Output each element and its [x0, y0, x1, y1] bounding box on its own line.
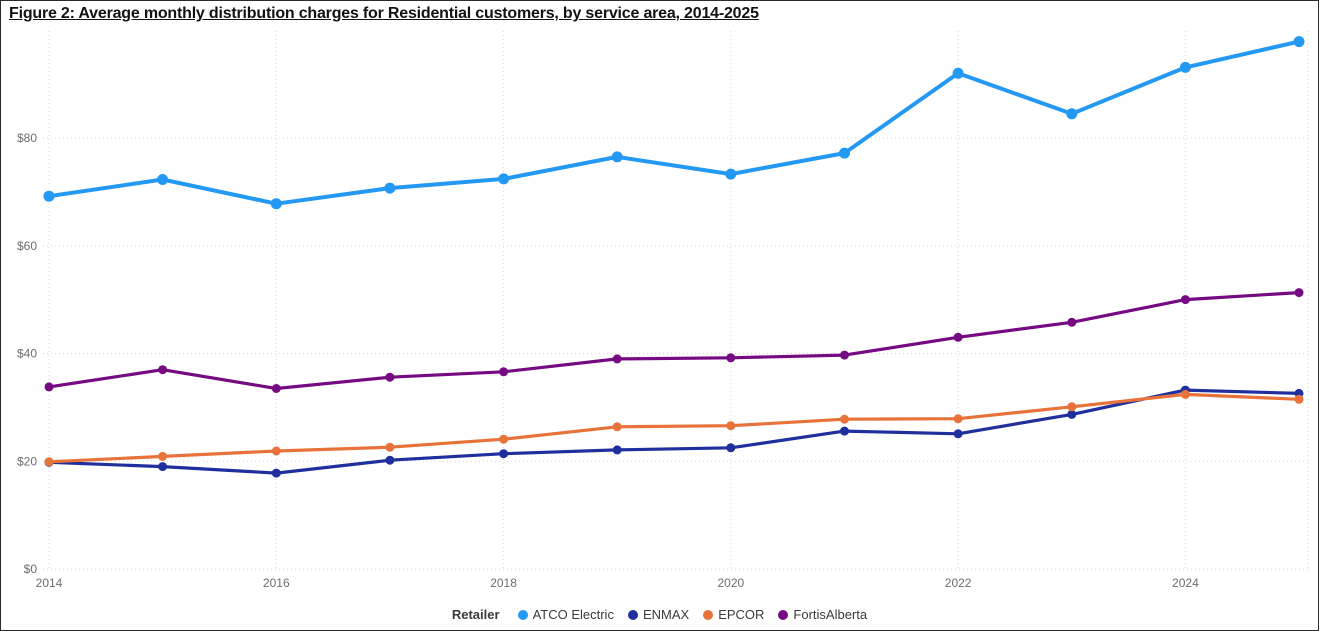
- legend-dot-icon: [517, 609, 528, 620]
- data-point-fortisalberta-2025: [1294, 288, 1304, 298]
- legend-item-atco-electric[interactable]: ATCO Electric: [517, 607, 614, 622]
- data-point-fortisalberta-2015: [158, 365, 168, 375]
- y-axis-tick-label: $60: [17, 239, 37, 253]
- data-point-enmax-2020: [726, 443, 736, 453]
- data-point-enmax-2017: [385, 455, 395, 465]
- data-point-enmax-2022: [953, 429, 963, 439]
- data-point-atco-electric-2017: [384, 182, 396, 194]
- series-line-enmax: [47, 388, 1301, 475]
- legend-item-label: ATCO Electric: [532, 607, 614, 622]
- data-point-atco-electric-2020: [725, 168, 737, 180]
- data-point-enmax-2018: [499, 449, 509, 459]
- chart-legend: Retailer ATCO Electric ENMAX EPCOR Forti…: [1, 607, 1318, 622]
- data-point-epcor-2017: [385, 442, 395, 452]
- data-point-epcor-2025: [1294, 394, 1304, 404]
- data-point-epcor-2018: [499, 434, 509, 444]
- data-point-fortisalberta-2023: [1067, 317, 1077, 327]
- data-point-fortisalberta-2014: [44, 382, 54, 392]
- x-axis-tick-label: 2018: [490, 576, 517, 590]
- data-point-atco-electric-2025: [1293, 36, 1305, 48]
- data-point-fortisalberta-2020: [726, 353, 736, 363]
- y-axis-tick-label: $20: [17, 454, 37, 468]
- x-axis-tick-label: 2014: [36, 576, 63, 590]
- figure-title: Figure 2: Average monthly distribution c…: [9, 5, 759, 22]
- data-point-epcor-2022: [953, 414, 963, 424]
- data-point-enmax-2015: [158, 462, 168, 472]
- data-point-fortisalberta-2017: [385, 372, 395, 382]
- data-point-fortisalberta-2021: [840, 350, 849, 360]
- y-axis-tick-label: $0: [24, 562, 38, 576]
- series-line-fortisalberta: [47, 291, 1301, 391]
- x-axis-tick-label: 2024: [1172, 576, 1199, 590]
- data-point-atco-electric-2021: [839, 147, 850, 159]
- data-point-epcor-2024: [1180, 389, 1190, 399]
- data-point-atco-electric-2019: [611, 151, 623, 163]
- data-point-epcor-2020: [726, 421, 736, 431]
- data-point-epcor-2023: [1067, 402, 1077, 412]
- data-point-enmax-2019: [612, 445, 622, 455]
- data-point-epcor-2016: [271, 446, 281, 456]
- legend-dot-icon: [627, 609, 638, 620]
- data-point-atco-electric-2014: [43, 190, 55, 202]
- x-axis-tick-label: 2020: [717, 576, 744, 590]
- data-point-fortisalberta-2019: [612, 354, 622, 364]
- data-point-epcor-2015: [158, 451, 168, 461]
- legend-item-label: FortisAlberta: [793, 607, 868, 622]
- data-point-enmax-2021: [840, 426, 849, 436]
- x-axis-tick-label: 2022: [945, 576, 972, 590]
- y-axis-tick-label: $40: [17, 347, 37, 361]
- data-point-epcor-2021: [840, 414, 849, 424]
- data-point-enmax-2016: [271, 468, 281, 478]
- legend-item-enmax[interactable]: ENMAX: [627, 607, 690, 622]
- legend-item-fortisalberta[interactable]: FortisAlberta: [778, 607, 867, 622]
- data-point-fortisalberta-2022: [953, 332, 963, 342]
- y-axis-tick-label: $80: [17, 131, 37, 145]
- data-point-fortisalberta-2016: [271, 384, 281, 393]
- data-point-atco-electric-2024: [1179, 61, 1191, 73]
- legend-item-label: EPCOR: [718, 607, 765, 622]
- legend-item-epcor[interactable]: EPCOR: [703, 607, 764, 622]
- data-point-atco-electric-2022: [952, 67, 964, 79]
- legend-title: Retailer: [451, 607, 500, 622]
- data-point-fortisalberta-2018: [499, 367, 509, 377]
- x-axis-tick-label: 2016: [263, 576, 290, 590]
- data-point-epcor-2014: [44, 457, 54, 467]
- series-line-atco-electric: [47, 39, 1301, 206]
- data-point-enmax-2023: [1067, 409, 1077, 419]
- legend-dot-icon: [703, 609, 714, 620]
- legend-item-label: ENMAX: [642, 607, 690, 622]
- data-point-atco-electric-2023: [1066, 108, 1078, 120]
- data-point-atco-electric-2018: [498, 173, 510, 185]
- series-line-epcor: [47, 392, 1301, 464]
- data-point-fortisalberta-2024: [1180, 295, 1190, 305]
- data-point-atco-electric-2015: [157, 174, 169, 185]
- data-point-atco-electric-2016: [270, 198, 282, 210]
- data-point-epcor-2019: [612, 422, 622, 432]
- legend-dot-icon: [778, 609, 789, 620]
